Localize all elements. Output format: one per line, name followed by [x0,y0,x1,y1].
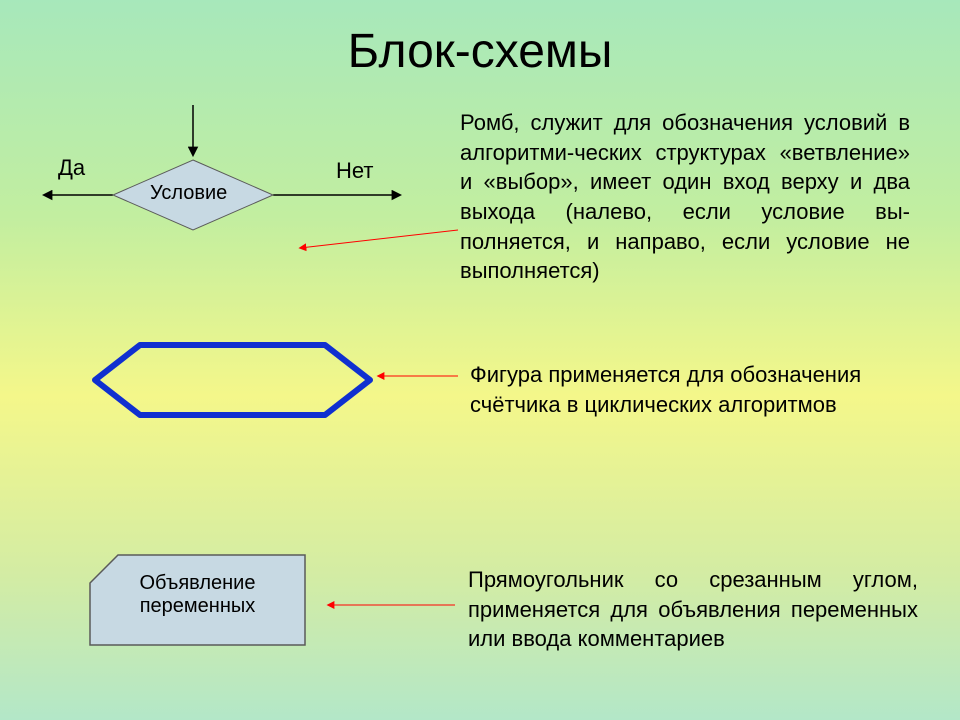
declaration-line1: Объявление [140,572,256,594]
declaration-label: Объявление переменных [130,572,265,618]
declaration-line2: переменных [140,595,256,617]
hexagon-shape [0,330,400,450]
condition-label: Условие [150,182,227,205]
rhombus-description: Ромб, служит для обозначения условий в а… [460,108,910,286]
page-title: Блок-схемы [0,0,960,79]
no-label: Нет [336,158,373,184]
hexagon-description: Фигура применяется для обозначения счётч… [470,360,890,419]
yes-label: Да [58,155,85,181]
cutrect-description: Прямоугольник со срезанным углом, примен… [468,565,918,654]
